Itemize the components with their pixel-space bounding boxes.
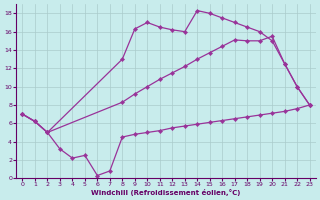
X-axis label: Windchill (Refroidissement éolien,°C): Windchill (Refroidissement éolien,°C): [91, 189, 241, 196]
